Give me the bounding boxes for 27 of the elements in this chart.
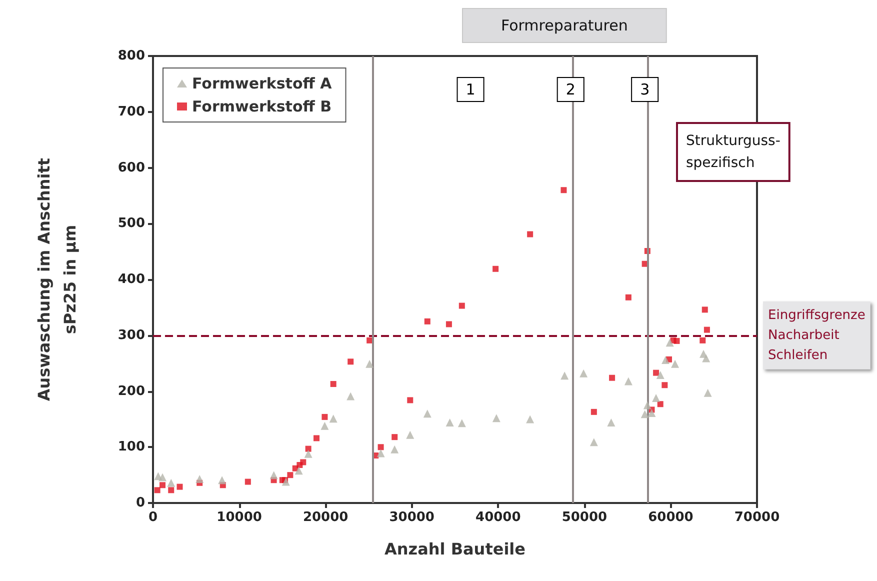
y-tick-label: 700 <box>118 104 145 120</box>
x-tick-label: 30000 <box>389 510 434 525</box>
x-tick-label: 0 <box>148 510 158 525</box>
x-tick-label: 60000 <box>648 510 694 525</box>
y-tick-label: 0 <box>136 496 145 510</box>
y-tick-label: 400 <box>118 272 145 287</box>
legend-label: Formwerkstoff A <box>192 74 332 92</box>
y-tick-label: 800 <box>118 48 145 64</box>
x-tick-label: 50000 <box>562 510 608 525</box>
y-tick-label: 300 <box>118 328 145 343</box>
x-axis-title: Anzahl Bauteile <box>384 540 526 558</box>
legend-label: Formwerkstoff B <box>192 98 332 116</box>
annotation: 3 <box>640 80 650 99</box>
y-tick-label: 100 <box>118 440 145 455</box>
x-tick-label: 20000 <box>302 510 348 525</box>
y-tick-label: 600 <box>118 160 145 176</box>
annotation: 1 <box>466 80 476 99</box>
y-tick-label: 500 <box>118 216 145 232</box>
annotation: 2 <box>566 80 576 99</box>
x-tick-label: 70000 <box>734 510 780 525</box>
text: Formreparaturen <box>501 16 628 34</box>
y-axis-title: Auswaschung im Anschnitt sPz25 in µm <box>34 158 80 402</box>
annotation: Strukturguss- spezifisch <box>686 133 780 171</box>
y-tick-label: 200 <box>118 384 145 399</box>
ref-line-label: Eingriffsgrenze Nacharbeit Schleifen <box>768 308 866 363</box>
x-tick-label: 10000 <box>216 510 262 525</box>
x-tick-label: 40000 <box>476 510 521 525</box>
